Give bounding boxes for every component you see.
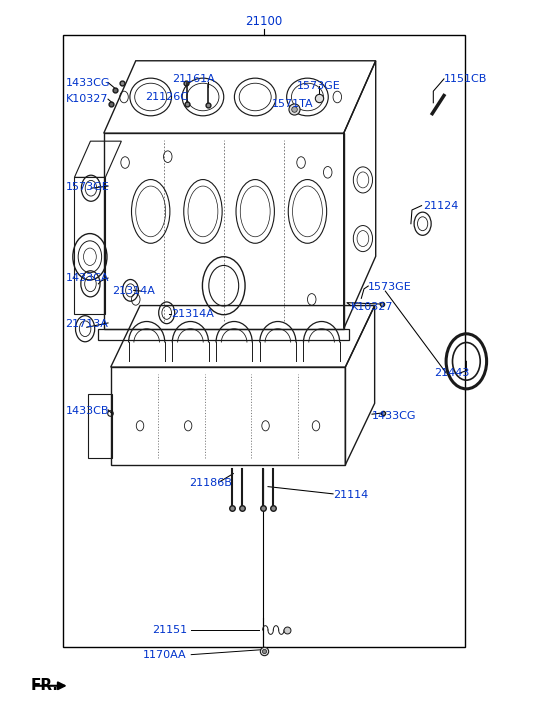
Text: 1433CG: 1433CG xyxy=(372,411,416,421)
Text: K10327: K10327 xyxy=(65,95,108,104)
Text: 1433CG: 1433CG xyxy=(65,78,110,87)
Text: 21713A: 21713A xyxy=(65,318,108,329)
Text: 21443: 21443 xyxy=(434,368,470,378)
Bar xyxy=(63,36,465,648)
Text: FR.: FR. xyxy=(31,678,59,694)
Text: K10327: K10327 xyxy=(351,302,393,312)
Text: 1170AA: 1170AA xyxy=(143,650,187,659)
Text: 21186B: 21186B xyxy=(189,478,232,488)
Text: 1433CA: 1433CA xyxy=(65,273,109,283)
Text: 1151CB: 1151CB xyxy=(444,74,487,84)
Text: 21161A: 21161A xyxy=(172,74,215,84)
Text: 21126C: 21126C xyxy=(145,92,188,102)
Text: 21124: 21124 xyxy=(422,201,458,211)
Text: 21100: 21100 xyxy=(245,15,282,28)
Text: 1433CB: 1433CB xyxy=(65,406,109,416)
Text: 21151: 21151 xyxy=(152,625,187,635)
Text: 21314A: 21314A xyxy=(171,309,214,319)
Text: 21314A: 21314A xyxy=(113,286,155,296)
Text: 21114: 21114 xyxy=(333,490,368,500)
Text: 1571TA: 1571TA xyxy=(272,98,314,108)
Text: 1573GE: 1573GE xyxy=(368,283,412,292)
Text: 1573GE: 1573GE xyxy=(297,81,341,91)
Text: 1573GE: 1573GE xyxy=(65,182,109,192)
